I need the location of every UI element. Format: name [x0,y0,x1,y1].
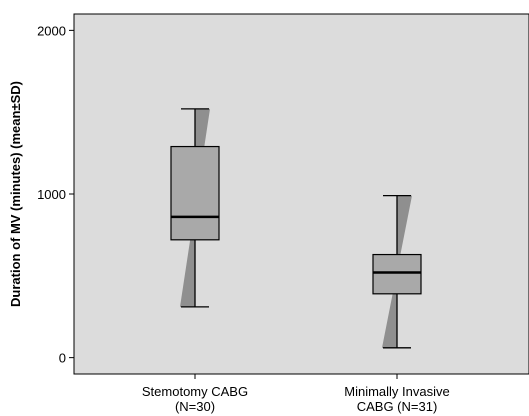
x-category-label: Stemotomy CABG [142,384,248,399]
iqr-box [170,145,220,241]
x-category-label: (N=30) [175,399,215,414]
box-marks [170,108,422,349]
box-group [372,194,422,349]
y-axis: 0 1000 2000 [37,23,74,366]
x-category-label: CABG (N=31) [357,399,438,414]
iqr-box [372,253,422,295]
x-axis: Stemotomy CABG(N=30) Minimally InvasiveCA… [142,374,450,414]
y-axis-title: Duration of MV (minutes) (mean±SD) [8,81,23,307]
y-tick-label: 0 [59,351,66,366]
y-tick-label: 1000 [37,187,66,202]
plot-area [73,13,529,375]
x-category-label: Minimally Invasive [344,384,449,399]
y-tick-label: 2000 [37,23,66,38]
box-group [170,108,220,308]
